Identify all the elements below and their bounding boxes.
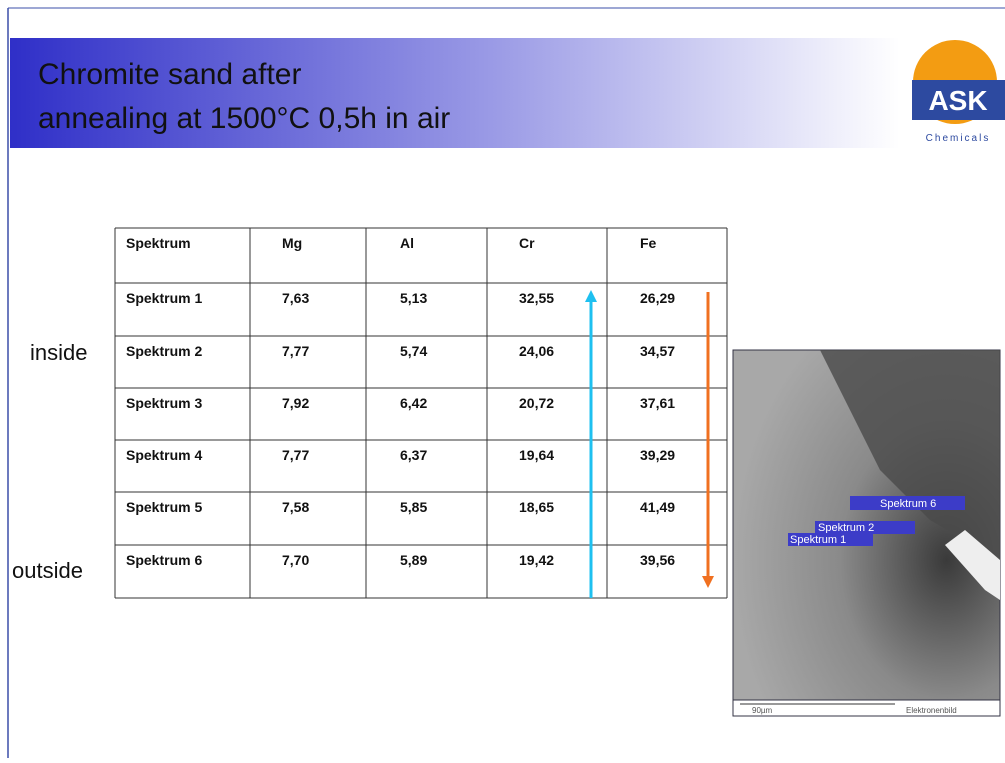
side-label: outside	[12, 558, 83, 583]
cell: Spektrum 5	[126, 499, 202, 515]
cell: 20,72	[519, 395, 554, 411]
cell: Spektrum 6	[126, 552, 202, 568]
arrow-head	[702, 576, 714, 588]
cell: 5,74	[400, 343, 427, 359]
arrow-head	[585, 290, 597, 302]
page: {"header": {"title": ["Chromite sand aft…	[0, 0, 1005, 758]
cell: Spektrum 3	[126, 395, 202, 411]
cell: 41,49	[640, 499, 675, 515]
cell: 24,06	[519, 343, 554, 359]
cell: 6,37	[400, 447, 427, 463]
cell: 18,65	[519, 499, 554, 515]
cell: 19,64	[519, 447, 554, 463]
slide: Chromite sand after annealing at 1500°C …	[0, 0, 1005, 758]
scale: 90µm	[752, 706, 773, 715]
sem-label: Spektrum 2	[818, 522, 874, 534]
title: Chromite sand after	[38, 58, 301, 91]
cell: 39,56	[640, 552, 675, 568]
cell: 7,58	[282, 499, 309, 515]
cell: 5,89	[400, 552, 427, 568]
cell: 26,29	[640, 290, 675, 306]
cell: Spektrum 2	[126, 343, 202, 359]
cell: 7,63	[282, 290, 309, 306]
caption: Elektronenbild	[906, 706, 957, 715]
cell: 32,55	[519, 290, 554, 306]
column-header: Fe	[640, 235, 657, 251]
cell: 7,70	[282, 552, 309, 568]
cell: 34,57	[640, 343, 675, 359]
sem-image: Spektrum 6 Spektrum 2 Spektrum 1 90µm El…	[733, 350, 1000, 716]
cell: 39,29	[640, 447, 675, 463]
column-header: Al	[400, 235, 414, 251]
sem-label: Spektrum 1	[790, 534, 846, 546]
logo: ASK	[928, 85, 987, 116]
cell: 7,92	[282, 395, 309, 411]
cell: 6,42	[400, 395, 427, 411]
side-label: inside	[30, 340, 87, 365]
cell: 5,13	[400, 290, 427, 306]
cell: Spektrum 1	[126, 290, 202, 306]
cell: 37,61	[640, 395, 675, 411]
cell: 7,77	[282, 343, 309, 359]
logo-sub: Chemicals	[926, 133, 991, 144]
column-header: Cr	[519, 235, 535, 251]
cell: 5,85	[400, 499, 427, 515]
title: annealing at 1500°C 0,5h in air	[38, 102, 450, 135]
cell: Spektrum 4	[126, 447, 202, 463]
table: Spektrum Mg Al Cr Fe Spektrum 1 7,63 5,13 32,55 2…	[115, 228, 727, 598]
column-header: Mg	[282, 235, 302, 251]
column-header: Spektrum	[126, 235, 191, 251]
cell: 7,77	[282, 447, 309, 463]
scale-strip	[733, 700, 1000, 716]
cell: 19,42	[519, 552, 554, 568]
sem-label: Spektrum 6	[880, 498, 936, 510]
